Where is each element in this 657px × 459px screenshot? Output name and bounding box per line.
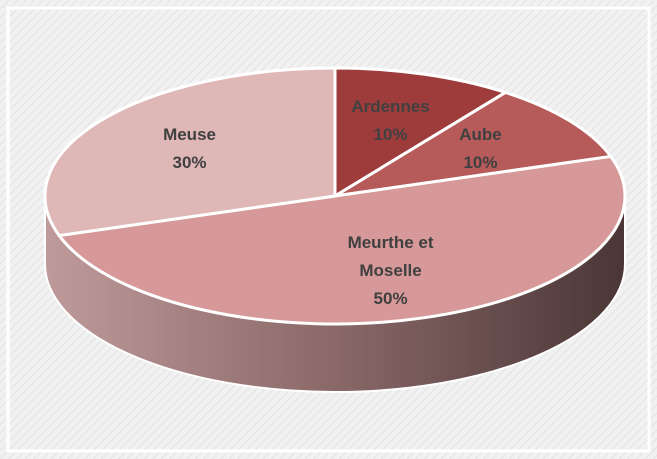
slice-value: 50% (373, 289, 408, 309)
data-label: Meuse 30% (130, 121, 250, 177)
data-label: Meurthe et Moselle 50% (331, 229, 451, 313)
slice-name: Aube (459, 125, 502, 145)
pie-slice (43, 66, 337, 238)
pie-slice (56, 154, 627, 326)
slice-name: Meurthe et Moselle (347, 233, 434, 281)
slice-name: Ardennes (351, 96, 430, 116)
slice-value: 10% (373, 124, 408, 144)
pie-slice (334, 90, 614, 198)
frame (6, 6, 651, 453)
pie-slice (333, 66, 510, 199)
data-label: Aube 10% (420, 121, 540, 177)
slice-name: Meuse (163, 125, 216, 145)
pie (43, 66, 627, 393)
slice-value: 10% (463, 153, 498, 173)
slice-value: 30% (172, 153, 207, 173)
data-label: Ardennes 10% (331, 93, 451, 149)
